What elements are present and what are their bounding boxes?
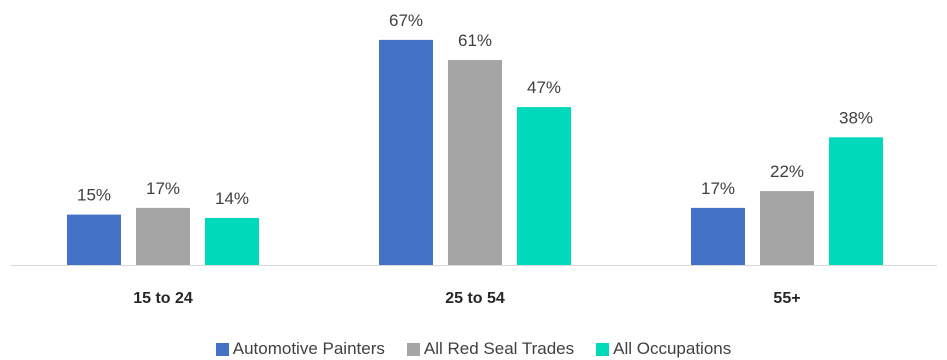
bar-automotive-painters-15-to-24 xyxy=(67,214,121,265)
legend: Automotive Painters All Red Seal Trades … xyxy=(0,338,947,360)
legend-item-all-red-seal-trades: All Red Seal Trades xyxy=(406,339,575,359)
data-label-all-occupations-55: 38% xyxy=(839,108,873,127)
bar-automotive-painters-25-to-54 xyxy=(379,39,433,265)
category-label-group: 15 to 24 25 to 54 55+ xyxy=(133,290,800,307)
bar-all-red-seal-trades-15-to-24 xyxy=(136,207,190,265)
bar-all-occupations-25-to-54 xyxy=(517,107,571,265)
category-label-25-to-54: 25 to 54 xyxy=(445,290,505,307)
data-label-group: 15% 17% 14% 67% 61% 47% 17% 22% 38% xyxy=(77,11,873,208)
data-label-automotive-painters-55: 17% xyxy=(701,179,735,198)
data-label-all-occupations-15-to-24: 14% xyxy=(215,189,249,208)
legend-label-automotive-painters: Automotive Painters xyxy=(232,339,385,358)
category-label-55: 55+ xyxy=(773,290,800,307)
data-label-automotive-painters-15-to-24: 15% xyxy=(77,186,111,205)
legend-label-all-red-seal-trades: All Red Seal Trades xyxy=(423,339,575,358)
bar-all-red-seal-trades-25-to-54 xyxy=(448,60,502,265)
data-label-all-occupations-25-to-54: 47% xyxy=(527,78,561,97)
data-label-all-red-seal-trades-25-to-54: 61% xyxy=(458,31,492,50)
data-label-all-red-seal-trades-55: 22% xyxy=(770,162,804,181)
bar-automotive-painters-55 xyxy=(691,207,745,265)
bar-group xyxy=(67,39,883,265)
data-label-automotive-painters-25-to-54: 67% xyxy=(389,11,423,30)
legend-item-all-occupations: All Occupations xyxy=(596,339,731,359)
legend-item-automotive-painters: Automotive Painters xyxy=(215,339,385,359)
legend-swatch-automotive-painters xyxy=(215,342,229,356)
legend-swatch-all-occupations xyxy=(596,342,610,356)
bar-all-red-seal-trades-55 xyxy=(760,191,814,265)
legend-label-all-occupations: All Occupations xyxy=(613,339,732,358)
bar-all-occupations-55 xyxy=(829,137,883,265)
legend-swatch-all-red-seal-trades xyxy=(406,342,420,356)
data-label-all-red-seal-trades-15-to-24: 17% xyxy=(146,179,180,198)
bar-all-occupations-15-to-24 xyxy=(205,217,259,265)
category-label-15-to-24: 15 to 24 xyxy=(133,290,193,307)
